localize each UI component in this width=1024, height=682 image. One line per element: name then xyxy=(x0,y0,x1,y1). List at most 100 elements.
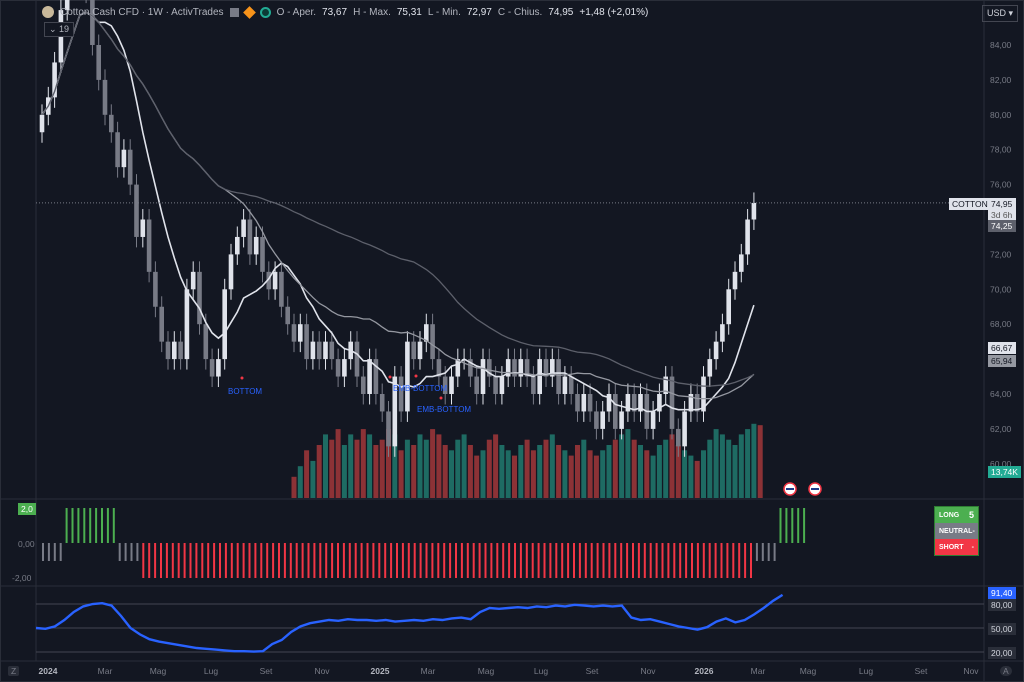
candle-body xyxy=(562,376,568,394)
candle-body xyxy=(342,359,347,377)
signal-bar xyxy=(661,543,664,578)
ma1-tag: 74,25 xyxy=(988,220,1016,232)
volume-bar xyxy=(600,450,606,498)
signal-bar xyxy=(236,543,239,578)
signal-bar xyxy=(130,543,133,561)
signal-bar xyxy=(124,543,127,561)
candle-body xyxy=(247,219,253,255)
candle-body xyxy=(279,271,284,307)
candle-body xyxy=(203,324,209,360)
candle-body xyxy=(600,411,605,429)
volume-bar xyxy=(480,450,486,498)
candle-body xyxy=(172,341,177,360)
candle-body xyxy=(134,184,139,237)
rsi-20-tag: 20,00 xyxy=(988,647,1016,659)
currency-button[interactable]: USD ▾ xyxy=(981,5,1018,22)
volume-bar xyxy=(386,429,391,498)
volume-bar xyxy=(619,434,625,498)
signal-bar xyxy=(750,543,752,578)
candle-body xyxy=(480,359,486,394)
y-tick-label: 80,00 xyxy=(990,110,1012,120)
symbol-title[interactable]: Cotton Cash CFD · 1W · ActivTrades xyxy=(60,6,224,18)
signal-bar xyxy=(738,543,741,578)
signal-bar xyxy=(148,543,151,578)
signal-bar xyxy=(65,508,68,543)
volume-bar xyxy=(575,445,580,498)
x-tick-label: Mag xyxy=(150,666,167,676)
open-label: O - Aper. xyxy=(276,6,317,18)
signal-bar xyxy=(59,543,62,561)
volume-bar xyxy=(751,423,757,498)
candle-body xyxy=(228,254,234,290)
signal-bar xyxy=(219,543,221,578)
candle-body xyxy=(505,359,511,377)
candle-body xyxy=(657,394,662,412)
long-label: LONG xyxy=(939,511,960,519)
candle-body xyxy=(52,62,57,98)
x-tick-label: Nov xyxy=(640,666,656,676)
candle-body xyxy=(701,376,706,412)
signal-bar xyxy=(431,543,434,578)
signal-bar xyxy=(555,543,558,578)
signal-bar xyxy=(177,543,180,578)
volume-bar xyxy=(398,450,404,498)
signal-bar xyxy=(626,543,629,578)
indicators-toggle[interactable]: ⌄ 19 xyxy=(44,22,75,37)
candle-body xyxy=(442,376,448,394)
signal-bar xyxy=(53,543,56,561)
auto-scale-button[interactable]: A xyxy=(1000,666,1012,676)
candle-body xyxy=(310,341,316,360)
candle-body xyxy=(694,394,700,412)
candle-body xyxy=(373,359,379,394)
candle-body xyxy=(650,411,656,429)
candle-body xyxy=(115,132,120,168)
candle-body xyxy=(499,376,505,394)
indicator-count: 19 xyxy=(59,24,70,34)
signal-bar xyxy=(785,508,788,543)
low-label: L - Min. xyxy=(427,6,461,18)
signal-bar xyxy=(378,543,381,578)
signal-bar xyxy=(632,543,634,578)
signal-bar xyxy=(171,543,174,578)
x-tick-label: Nov xyxy=(963,666,979,676)
neutral-label: NEUTRAL xyxy=(939,527,973,535)
candle-body xyxy=(64,0,70,11)
volume-bar xyxy=(556,445,562,498)
candle-body xyxy=(613,394,618,429)
candle-body xyxy=(291,324,297,342)
x-tick-label: Mar xyxy=(421,666,436,676)
signal-bar xyxy=(466,543,469,578)
x-tick-label: 2024 xyxy=(39,666,58,676)
volume-bar xyxy=(499,445,505,498)
volume-bar xyxy=(461,434,467,498)
signal-dot xyxy=(414,374,418,378)
candle-body xyxy=(316,341,322,360)
signal-bar xyxy=(401,543,404,578)
candle-body xyxy=(531,376,536,394)
volume-bar xyxy=(329,439,335,498)
volume-bar xyxy=(675,445,681,498)
volume-bar xyxy=(291,476,297,498)
signal-bar xyxy=(449,543,452,578)
x-tick-label: Set xyxy=(915,666,928,676)
candle-body xyxy=(386,411,391,447)
zoom-button[interactable]: Z xyxy=(8,666,20,676)
flag-icon[interactable] xyxy=(229,7,239,17)
volume-bar xyxy=(537,445,543,498)
signal-bar xyxy=(708,543,711,578)
candle-body xyxy=(417,341,423,360)
signal-bar xyxy=(720,543,723,578)
x-tick-label: Set xyxy=(260,666,273,676)
signal-bar xyxy=(319,543,322,578)
volume-bar xyxy=(587,450,593,498)
candle-body xyxy=(361,376,366,394)
candle-body xyxy=(606,394,612,412)
market-status-icon xyxy=(259,6,271,18)
candle-body xyxy=(379,394,385,412)
candle-body xyxy=(619,411,624,429)
open-value: 73,67 xyxy=(322,6,348,18)
volume-bar xyxy=(663,439,669,498)
signal-bar xyxy=(726,543,729,578)
candle-body xyxy=(587,394,593,412)
